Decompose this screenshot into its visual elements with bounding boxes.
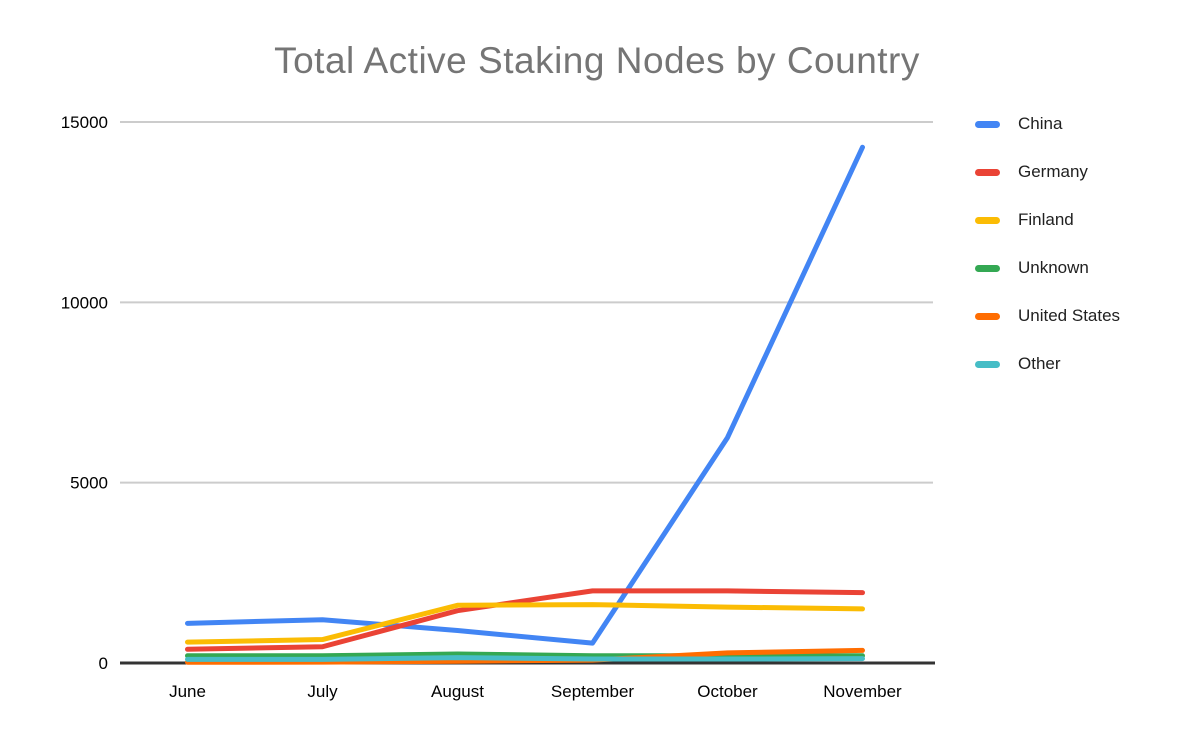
legend-label-other: Other — [1018, 354, 1061, 373]
y-tick-label-0: 0 — [99, 654, 108, 673]
legend-label-germany: Germany — [1018, 162, 1088, 181]
legend-swatch-united-states — [975, 312, 1000, 320]
x-tick-label-august: August — [431, 682, 484, 701]
legend-item-united-states[interactable]: United States — [975, 306, 1120, 326]
legend-item-unknown[interactable]: Unknown — [975, 258, 1089, 278]
y-tick-label-15000: 15000 — [61, 113, 108, 132]
legend-item-china[interactable]: China — [975, 114, 1062, 134]
legend-swatch-germany — [975, 168, 1000, 176]
legend-item-germany[interactable]: Germany — [975, 162, 1088, 182]
legend-label-united-states: United States — [1018, 306, 1121, 325]
legend-swatch-unknown — [975, 264, 1000, 272]
series-line-finland — [185, 602, 865, 645]
x-tick-label-november: November — [823, 682, 902, 701]
x-tick-label-june: June — [169, 682, 206, 701]
legend-item-finland[interactable]: Finland — [975, 210, 1074, 230]
x-tick-label-july: July — [307, 682, 338, 701]
series-line-unknown — [185, 651, 865, 659]
x-tick-label-september: September — [551, 682, 634, 701]
chart-title: Total Active Staking Nodes by Country — [274, 40, 920, 81]
y-tick-label-5000: 5000 — [70, 474, 108, 493]
y-tick-label-10000: 10000 — [61, 293, 108, 312]
legend-swatch-china — [975, 120, 1000, 128]
series-line-germany — [185, 588, 865, 652]
legend-label-china: China — [1018, 114, 1063, 133]
legend-label-unknown: Unknown — [1018, 258, 1089, 277]
series-line-china — [185, 144, 865, 646]
legend-swatch-other — [975, 360, 1000, 368]
legend-item-other[interactable]: Other — [975, 354, 1061, 374]
x-tick-label-october: October — [697, 682, 758, 701]
series-line-other — [185, 655, 865, 662]
legend-swatch-finland — [975, 216, 1000, 224]
legend-label-finland: Finland — [1018, 210, 1074, 229]
